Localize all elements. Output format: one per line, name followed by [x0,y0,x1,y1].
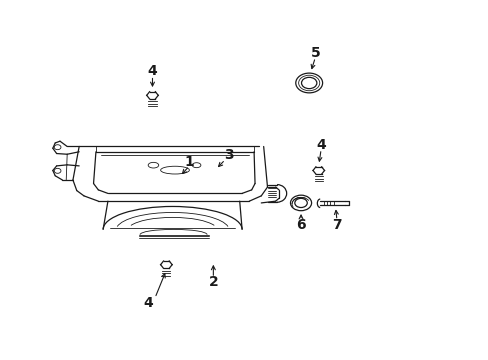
Text: 2: 2 [208,275,218,289]
Text: 4: 4 [143,296,153,310]
Text: 6: 6 [296,218,305,232]
Text: 4: 4 [147,64,157,78]
Text: 3: 3 [224,148,233,162]
Text: 5: 5 [310,46,320,60]
Text: 1: 1 [184,156,194,169]
Text: 7: 7 [331,218,341,232]
Text: 4: 4 [316,138,325,152]
